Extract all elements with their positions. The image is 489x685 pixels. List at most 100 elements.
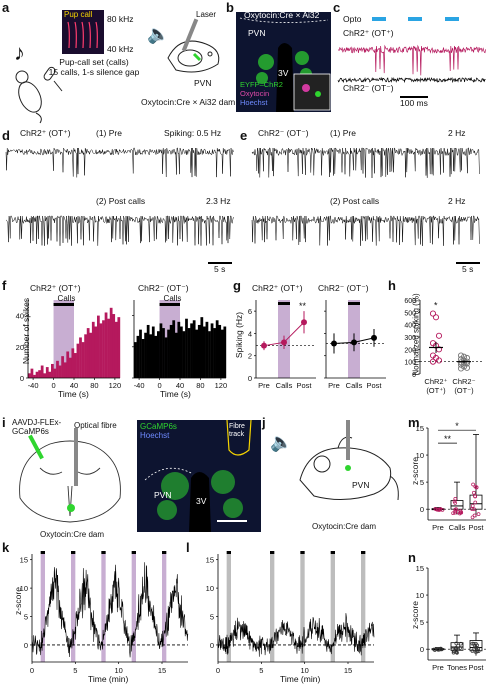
f-bar (48, 371, 52, 378)
n-point (473, 641, 478, 646)
music-note-icon: ♪ (14, 40, 25, 65)
f-bar (146, 324, 150, 378)
g-y-tick-label: 0 (248, 374, 252, 383)
f-right-title: ChR2⁻ (OT⁻) (138, 283, 189, 293)
m-x-tick-label: Calls (449, 523, 466, 532)
m-point (471, 482, 475, 487)
g-x-tick-label: Post (296, 381, 312, 390)
h-point (435, 332, 443, 339)
k-stim-shade (40, 554, 45, 662)
k-stim-bar (71, 551, 76, 554)
g-chart-1: Pre Calls Post (324, 300, 386, 390)
n-x-tick-label: Pre (432, 663, 444, 672)
k-x-tick-label: 10 (114, 666, 122, 675)
j-mouse-icon (299, 420, 399, 501)
f-x-tick-label: 40 (70, 381, 78, 390)
f-bar (33, 374, 36, 378)
f-bar (76, 343, 80, 378)
f-bar (53, 368, 57, 378)
g-calls-bar (278, 302, 290, 305)
legend-i-gcamp: GCaMP6s (140, 422, 177, 431)
h-point (432, 314, 440, 321)
n-point (453, 646, 458, 650)
f-calls-bar (53, 303, 74, 306)
g-x-tick-label: Calls (346, 381, 363, 390)
n-y-tick-label: 10 (416, 591, 424, 600)
m-y-tick-label: 0 (420, 505, 424, 514)
f-bar (102, 320, 105, 378)
l-y-tick-label: 0 (210, 641, 214, 650)
g-x-tick-label: Pre (328, 381, 340, 390)
panel-label-g: g (233, 278, 241, 293)
f-chart-0: Calls -40 0 40 80 120 0 20 40 (16, 294, 121, 390)
f-bar (164, 337, 168, 378)
legend-b-oxytocin: Oxytocin (240, 89, 270, 98)
l-y-tick-label: 10 (206, 584, 214, 593)
e-label: ChR2⁻ (OT⁻) (258, 128, 309, 138)
h-point (457, 365, 465, 372)
f-bar (139, 329, 142, 378)
m-point (453, 509, 458, 514)
g-right-title: ChR2⁻ (OT⁻) (318, 283, 369, 293)
m-point (440, 508, 445, 512)
n-point (471, 641, 476, 646)
f-bar (154, 335, 158, 378)
f-bar (66, 351, 70, 378)
l-stim-shade (361, 554, 366, 662)
c-chr2-pos-label: ChR2⁺ (OT⁺) (343, 28, 394, 38)
pup-microphone-icon (15, 66, 63, 124)
f-bar (74, 353, 77, 378)
panel-label-d: d (2, 128, 10, 143)
ephys-trace (337, 44, 486, 76)
f-bar (167, 329, 170, 378)
f-bar (223, 326, 227, 378)
f-x-tick-label: -40 (134, 381, 145, 390)
k-stim-bar (101, 551, 106, 554)
panel-label-c: c (333, 0, 341, 15)
n-point (476, 649, 481, 653)
f-bar (79, 337, 82, 378)
h-x-tick-sublabel: (OT⁻) (454, 386, 474, 395)
h-point (429, 358, 437, 365)
e-scale-bar (456, 262, 480, 264)
c-chr2-neg-label: ChR2⁻ (OT⁻) (343, 83, 394, 93)
j-speaker-icon: 🔈 (270, 432, 293, 452)
f-x-tick-label: 80 (90, 381, 98, 390)
f-bar (200, 317, 204, 378)
k-y-tick-label: 15 (20, 556, 28, 565)
d-post: (2) Post calls (96, 196, 146, 206)
g-chart-0: ** Pre Calls Post 0 2 4 6 (248, 300, 316, 390)
f-x-tick-label: 80 (196, 381, 204, 390)
h-point (463, 364, 471, 371)
m-point (474, 485, 479, 490)
f-bar (136, 335, 140, 378)
f-bar (213, 328, 216, 378)
n-y-tick-label: 15 (416, 564, 424, 573)
k-stim-shade (71, 554, 76, 662)
d-trace-post (5, 215, 234, 246)
e-post-rate: 2 Hz (448, 196, 466, 206)
f-y-tick-label: 20 (16, 343, 24, 352)
l-y-tick-label: 5 (210, 613, 214, 622)
panel-label-m: m (408, 415, 420, 430)
panel-label-a: a (2, 0, 10, 15)
m-y-tick-label: 10 (416, 451, 424, 460)
pvn-label-i: PVN (154, 490, 172, 500)
m-x-tick-label: Post (468, 523, 484, 532)
f-bar (187, 328, 191, 378)
l-y-tick-label: 15 (206, 556, 214, 565)
pvn-label-j: PVN (352, 480, 370, 490)
freq-high-label: 80 kHz (107, 14, 134, 24)
f-bar (169, 324, 173, 378)
i-fibre: Optical fibre (74, 421, 117, 430)
e-trace-post (251, 215, 480, 246)
f-bar (117, 317, 121, 378)
g-point (281, 339, 287, 346)
m-box (450, 500, 464, 510)
h-chart-group: * 0 100 200 300 400 500 600 ChR2⁺(OT⁺) ChR2⁻(OT⁻) (404, 298, 482, 395)
l-x-tick-label: 5 (259, 666, 263, 675)
g-x-tick-label: Post (366, 381, 382, 390)
n-point (476, 646, 480, 651)
g-left-title: ChR2⁺ (OT⁺) (252, 283, 303, 293)
